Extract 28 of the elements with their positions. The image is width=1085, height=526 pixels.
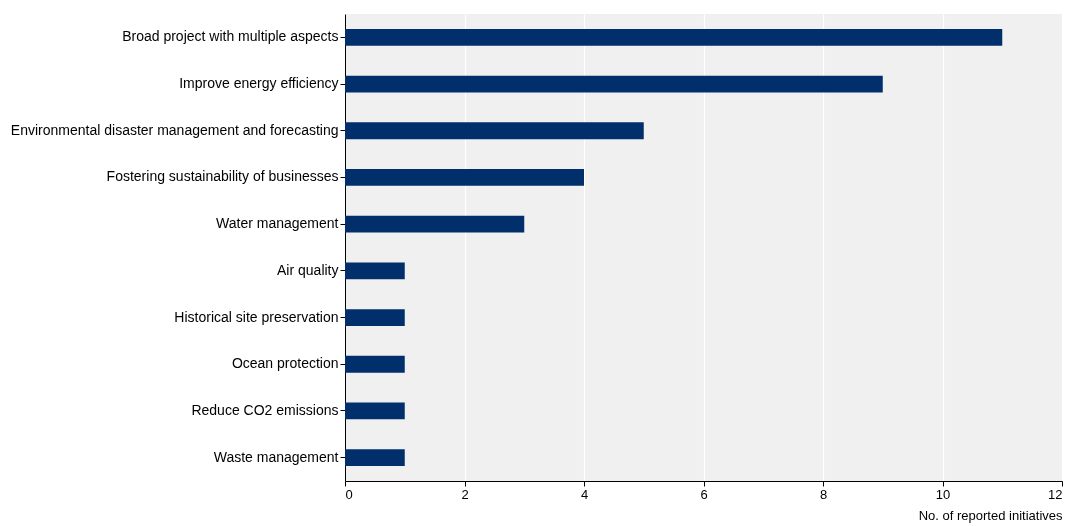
x-tick-label: 8: [819, 486, 828, 502]
x-axis-title: No. of reported initiatives: [918, 507, 1063, 523]
x-tick-label: 10: [935, 486, 951, 502]
x-tick-label: 12: [1048, 486, 1063, 502]
y-tick-label: Reduce CO2 emissions: [191, 401, 339, 418]
y-tick-label: Waste management: [213, 448, 339, 465]
bar: [345, 262, 405, 280]
bar: [345, 75, 883, 93]
bar: [345, 355, 405, 373]
bar: [345, 169, 584, 186]
y-tick-label: Broad project with multiple aspects: [122, 28, 339, 45]
bar: [345, 309, 405, 326]
y-tick-label: Fostering sustainability of businesses: [106, 168, 339, 185]
y-tick-label: Environmental disaster management and forecasting: [10, 121, 339, 138]
y-tick-label: Water management: [216, 215, 339, 232]
y-tick-label: Improve energy efficiency: [179, 75, 339, 92]
bar: [345, 28, 1003, 46]
x-tick-label: 4: [580, 486, 589, 502]
bar: [345, 449, 405, 467]
x-tick-label: 0: [345, 486, 353, 502]
bar: [345, 122, 644, 140]
y-tick-label: Historical site preservation: [174, 308, 339, 325]
y-tick-label: Ocean protection: [231, 355, 339, 372]
bar: [345, 402, 405, 420]
bar: [345, 215, 525, 233]
x-tick-label: 6: [700, 486, 708, 502]
x-tick-label: 2: [461, 486, 469, 502]
y-tick-label: Air quality: [277, 261, 339, 278]
